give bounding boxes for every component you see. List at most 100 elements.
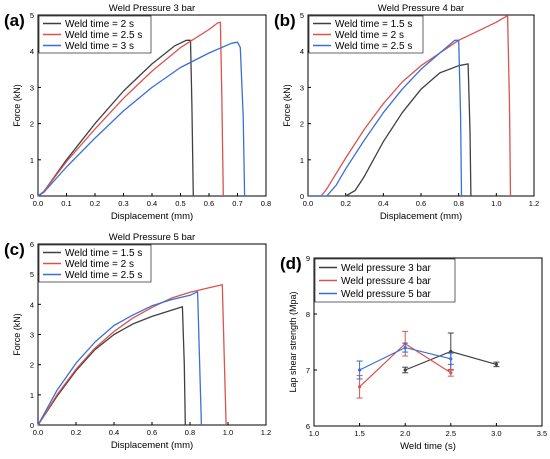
legend-label: Weld pressure 3 bar bbox=[341, 263, 432, 274]
y-tick-label: 6 bbox=[306, 422, 310, 431]
x-tick-label: 0.7 bbox=[232, 199, 242, 208]
x-tick-label: 3.5 bbox=[537, 429, 547, 438]
y-axis-label: Force (kN) bbox=[282, 84, 292, 127]
y-tick-label: 5 bbox=[30, 11, 34, 20]
x-tick-label: 1.0 bbox=[491, 199, 501, 208]
series-line bbox=[37, 41, 246, 197]
series-line bbox=[308, 63, 472, 197]
y-tick-label: 1 bbox=[300, 156, 304, 165]
x-tick-label: 0.0 bbox=[303, 199, 313, 208]
legend-label: Weld time = 2.5 s bbox=[65, 270, 142, 281]
legend-label: Weld time = 2 s bbox=[335, 30, 404, 41]
x-tick-label: 0.6 bbox=[204, 199, 214, 208]
data-point bbox=[494, 362, 498, 366]
series-1 bbox=[37, 306, 186, 426]
data-point bbox=[449, 349, 453, 354]
x-tick-label: 0.8 bbox=[453, 199, 463, 208]
y-tick-label: 4 bbox=[300, 47, 304, 56]
legend: Weld pressure 3 bar Weld pressure 4 bar We… bbox=[314, 258, 456, 303]
series-3 bbox=[37, 291, 203, 426]
x-tick-label: 1.0 bbox=[309, 429, 319, 438]
legend-label: Weld time = 1.5 s bbox=[335, 19, 412, 30]
x-axis-label: Displacement (mm) bbox=[380, 211, 462, 222]
chart-panel-d: 1.0 1.5 2.0 2.5 3.0 3.5 6 7 8 9 Weld time (s) Lap s… bbox=[280, 254, 547, 452]
chart-title: Weld Pressure 5 bar bbox=[109, 232, 195, 243]
series-line bbox=[37, 291, 203, 426]
x-tick-label: 0.2 bbox=[340, 199, 350, 208]
y-tick-label: 5 bbox=[300, 11, 304, 20]
chart-panel-b: 0.0 0.2 0.4 0.6 0.8 1.0 1.2 0 1 2 3 4 5 Displacement … bbox=[274, 3, 539, 222]
x-tick-label: 1.2 bbox=[529, 199, 539, 208]
panel-label: (b) bbox=[274, 11, 296, 30]
data-point bbox=[403, 368, 407, 372]
legend-label: Weld time = 1.5 s bbox=[65, 248, 142, 259]
legend-box bbox=[314, 258, 456, 303]
x-tick-label: 2.0 bbox=[400, 429, 410, 438]
data-point bbox=[449, 371, 453, 375]
x-tick-label: 2.5 bbox=[446, 429, 456, 438]
y-axis-label: Force (kN) bbox=[12, 313, 22, 356]
series-line bbox=[37, 284, 227, 426]
x-tick-label: 0.2 bbox=[90, 199, 100, 208]
y-tick-label: 3 bbox=[30, 331, 34, 340]
x-tick-label: 1.2 bbox=[261, 428, 271, 437]
y-tick-label: 9 bbox=[306, 254, 310, 263]
x-tick-label: 0.8 bbox=[261, 199, 271, 208]
y-axis-label: Lap shear strength (Mpa) bbox=[288, 291, 298, 392]
panel-label: (a) bbox=[4, 11, 25, 30]
legend-label: Weld pressure 5 bar bbox=[341, 289, 432, 300]
y-tick-label: 0 bbox=[300, 192, 304, 201]
y-tick-label: 2 bbox=[30, 361, 34, 370]
x-tick-label: 0.1 bbox=[61, 199, 71, 208]
legend-label: Weld pressure 4 bar bbox=[341, 276, 432, 287]
chart-title: Weld Pressure 3 bar bbox=[109, 3, 195, 14]
x-axis-label: Displacement (mm) bbox=[111, 440, 193, 451]
series-2 bbox=[37, 21, 224, 197]
chart-title: Weld Pressure 4 bar bbox=[378, 3, 464, 14]
y-tick-label: 0 bbox=[30, 192, 34, 201]
x-tick-label: 0.6 bbox=[147, 428, 157, 437]
data-point bbox=[358, 385, 362, 389]
y-tick-label: 1 bbox=[30, 391, 34, 400]
series-3 bbox=[356, 342, 454, 380]
series-line bbox=[308, 15, 512, 197]
series-3 bbox=[308, 39, 463, 197]
panel-label: (c) bbox=[4, 240, 25, 259]
x-tick-label: 0.4 bbox=[109, 428, 119, 437]
y-tick-label: 6 bbox=[30, 240, 34, 249]
y-tick-label: 7 bbox=[306, 366, 310, 375]
series-1 bbox=[308, 63, 472, 197]
x-tick-label: 0.5 bbox=[175, 199, 185, 208]
data-point bbox=[449, 357, 453, 361]
chart-panel-c: 0.0 0.2 0.4 0.6 0.8 1.0 1.2 0 1 2 3 4 5 6 Displacement… bbox=[4, 232, 271, 451]
series-line bbox=[37, 21, 224, 197]
x-tick-label: 0.4 bbox=[147, 199, 157, 208]
y-tick-label: 4 bbox=[30, 300, 34, 309]
y-tick-label: 8 bbox=[306, 310, 310, 319]
data-point bbox=[403, 346, 407, 350]
series-line bbox=[308, 39, 463, 197]
legend-label: Weld time = 2.5 s bbox=[65, 30, 142, 41]
x-tick-label: 0.0 bbox=[33, 428, 43, 437]
plot-frame bbox=[313, 257, 543, 427]
legend-label: Weld time = 2 s bbox=[65, 19, 134, 30]
chart-panel-a: 0.0 0.1 0.2 0.3 0.4 0.5 0.6 0.7 0.8 0 1 2 3 4 5 Displac… bbox=[4, 3, 271, 222]
x-tick-label: 1.0 bbox=[223, 428, 233, 437]
x-tick-label: 0.4 bbox=[378, 199, 388, 208]
y-tick-label: 0 bbox=[30, 421, 34, 430]
legend-label: Weld time = 2.5 s bbox=[335, 41, 412, 52]
data-point bbox=[358, 368, 362, 372]
x-tick-label: 0.6 bbox=[416, 199, 426, 208]
x-tick-label: 0.8 bbox=[185, 428, 195, 437]
y-axis-label: Force (kN) bbox=[12, 84, 22, 127]
series-3 bbox=[37, 41, 246, 197]
x-tick-label: 1.5 bbox=[354, 429, 364, 438]
y-tick-label: 2 bbox=[300, 120, 304, 129]
legend-box bbox=[308, 15, 424, 54]
y-tick-label: 2 bbox=[30, 120, 34, 129]
x-tick-label: 0.3 bbox=[118, 199, 128, 208]
